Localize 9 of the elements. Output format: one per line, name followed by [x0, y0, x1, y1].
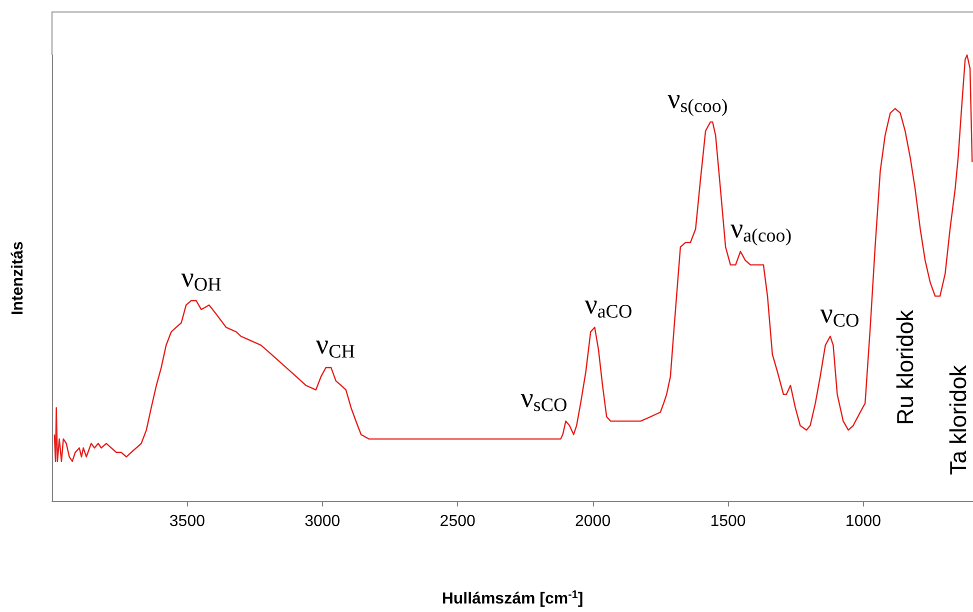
x-tick-label: 3500: [169, 513, 206, 530]
x-tick-label: 3000: [304, 513, 340, 530]
x-tick-label: 2500: [440, 513, 476, 530]
x-tick-label: 1000: [845, 513, 882, 530]
x-tick-label: 2000: [575, 513, 611, 530]
x-tick-label: 1500: [710, 513, 746, 530]
annotation: Ru kloridok: [892, 309, 918, 425]
y-axis-title: Intenzitás: [10, 241, 26, 316]
annotation: Ta kloridok: [945, 364, 971, 475]
